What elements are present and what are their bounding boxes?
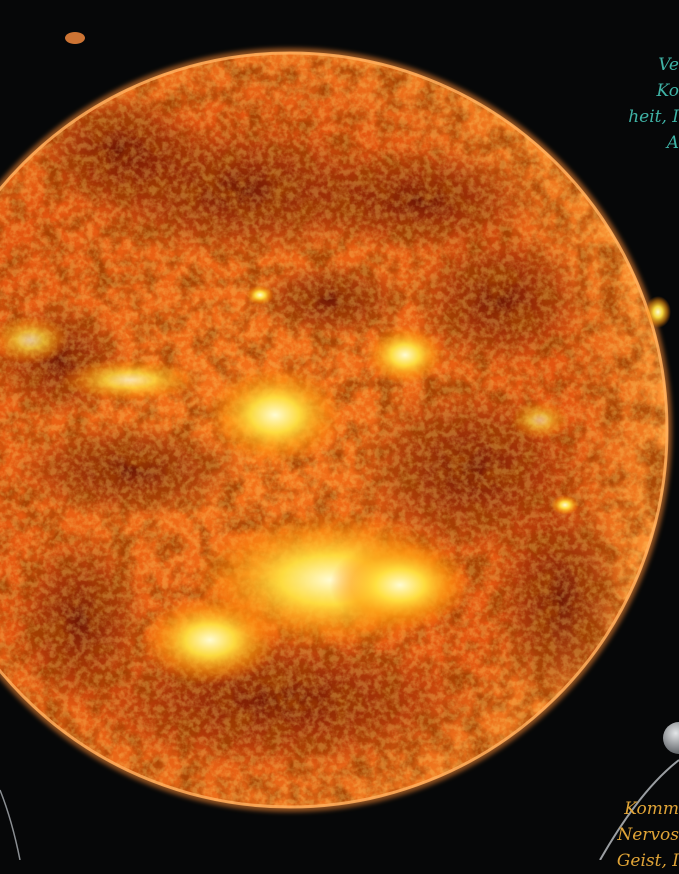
solar-prominence-top: [65, 32, 85, 44]
caption-bottom: Komm Nervos Geist, I: [617, 796, 679, 874]
caption-top-line: A: [666, 133, 679, 153]
caption-top-line: heit, I: [628, 107, 679, 127]
orbit-line-left: [0, 789, 21, 860]
solar-prominence: [645, 296, 671, 328]
moon-icon: [663, 722, 679, 754]
caption-top: Ve Ko heit, I A: [628, 52, 679, 156]
caption-bottom-line: Komm: [624, 799, 679, 819]
caption-top-line: Ve: [658, 55, 679, 75]
caption-bottom-line: Geist, I: [616, 851, 679, 871]
caption-bottom-line: Nervos: [617, 825, 679, 845]
caption-top-line: Ko: [656, 81, 679, 101]
orbit-line: [599, 759, 679, 860]
